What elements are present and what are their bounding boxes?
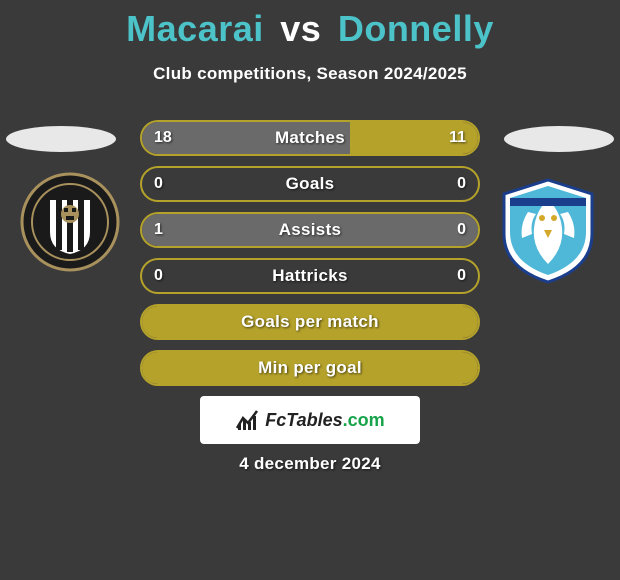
- player1-name: Macarai: [126, 8, 264, 49]
- stat-label: Goals: [142, 174, 478, 194]
- left-shadow-ellipse: [6, 126, 116, 152]
- stat-label: Min per goal: [142, 358, 478, 378]
- stat-row: Goals per match: [140, 304, 480, 340]
- stat-label: Goals per match: [142, 312, 478, 332]
- fctables-badge: FcTables.com: [200, 396, 420, 444]
- stat-row: 1811Matches: [140, 120, 480, 156]
- crest-right-icon: [496, 176, 600, 286]
- right-shadow-ellipse: [504, 126, 614, 152]
- stat-label: Assists: [142, 220, 478, 240]
- chart-icon: [235, 408, 259, 432]
- player2-name: Donnelly: [338, 8, 494, 49]
- crest-left-icon: [20, 172, 120, 272]
- badge-text: FcTables.com: [265, 410, 384, 431]
- stat-label: Hattricks: [142, 266, 478, 286]
- colchester-united-crest: [496, 176, 600, 286]
- subtitle: Club competitions, Season 2024/2025: [0, 64, 620, 84]
- stat-row: 00Goals: [140, 166, 480, 202]
- stats-bars: 1811Matches 00Goals 10Assists 00Hattricks Go…: [140, 120, 480, 396]
- notts-county-crest: [20, 172, 120, 272]
- date-text: 4 december 2024: [0, 454, 620, 474]
- badge-text-a: FcTables: [265, 410, 342, 430]
- stat-row: 00Hattricks: [140, 258, 480, 294]
- badge-text-b: .com: [343, 410, 385, 430]
- vs-text: vs: [280, 8, 321, 49]
- stat-row: Min per goal: [140, 350, 480, 386]
- stat-label: Matches: [142, 128, 478, 148]
- comparison-title: Macarai vs Donnelly: [0, 0, 620, 50]
- stat-row: 10Assists: [140, 212, 480, 248]
